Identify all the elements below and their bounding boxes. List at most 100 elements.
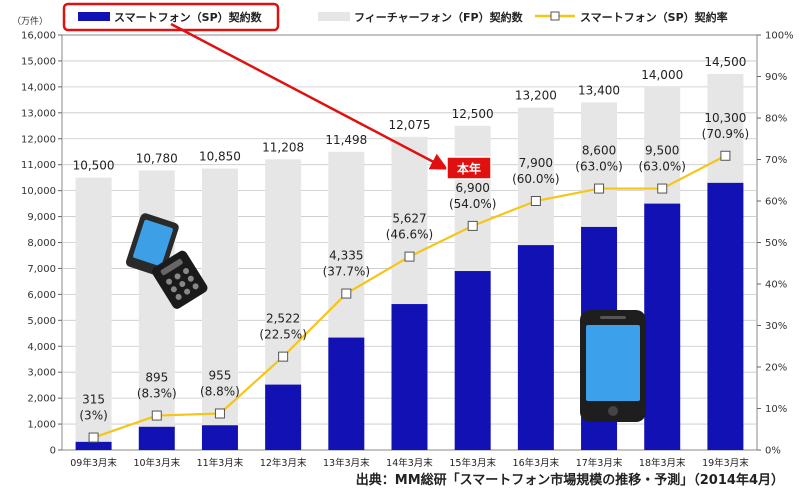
rate-marker [404,251,415,262]
sp-rate-label: (63.0%) [638,160,685,174]
sp-count-label: 2,522 [266,312,300,326]
y-axis-unit: （万件） [12,15,48,27]
bar-sp [644,203,681,450]
rate-marker [530,196,541,206]
bar-sp [707,182,744,450]
annotation-arrow [170,22,449,170]
y2-tick-label: 70% [765,155,787,166]
y2-tick-label: 80% [765,114,787,125]
x-tick-label: 09年3月末 [70,457,117,469]
sp-count-label: 4,335 [329,249,363,263]
y-tick-label: 10,000 [21,186,56,197]
data-labels: 10,500 10,780 10,850 11,208 11,498 12,075 12,5… [73,55,750,423]
axes: 0 1,000 2,000 3,000 4,000 5,000 6,000 7,000 8,00… [21,31,794,470]
total-label: 13,400 [578,83,620,97]
legend-label-sp-count: スマートフォン（SP）契約数 [114,10,263,24]
sp-count-label: 5,627 [392,212,426,226]
source-note: 出典：MM総研「スマートフォン市場規模の推移・予測」（2014年4月） [356,472,784,488]
y2-tick-label: 60% [765,197,787,208]
y-tick-label: 4,000 [27,342,56,353]
smartphone-icon [580,310,646,422]
y2-tick-label: 50% [765,238,787,249]
y-tick-label: 0 [50,446,56,457]
total-label: 10,850 [199,150,241,164]
bar-fp [201,168,238,426]
legend-highlight-box [62,2,280,32]
x-tick-label: 11年3月末 [197,457,244,469]
total-label: 14,000 [641,68,683,82]
bar-fp [391,136,428,305]
y-tick-label: 5,000 [27,316,56,327]
sp-rate-label: (60.0%) [512,172,559,186]
y-tick-label: 12,000 [21,134,56,145]
sp-rate-label: (22.5%) [259,328,306,342]
bar-sp [75,441,112,450]
total-label: 10,780 [136,151,178,165]
legend-swatch-fp-count [318,12,350,21]
sp-rate-label: (70.9%) [702,127,749,141]
rate-line [88,150,731,443]
y2-tick-label: 40% [765,280,787,291]
y2-tick-label: 0% [765,446,781,457]
sp-count-label: 895 [145,371,168,385]
sp-rate-label: (8.3%) [137,387,177,401]
bar-fp [75,177,112,442]
rate-marker [88,432,99,443]
rate-marker [657,183,668,194]
total-label: 13,200 [515,89,557,103]
y-tick-label: 2,000 [27,394,56,405]
x-tick-label: 13年3月末 [323,457,370,469]
legend-marker-sp-rate [550,11,560,21]
y-tick-label: 15,000 [21,56,56,67]
y-tick-label: 3,000 [27,368,56,379]
rate-marker [467,220,478,231]
bar-fp [454,125,491,272]
annotation-label: 本年 [457,161,481,176]
y-tick-label: 6,000 [27,290,56,301]
y-tick-label: 9,000 [27,212,56,223]
x-tick-label: 18年3月末 [639,457,686,469]
bar-fp [265,159,302,385]
sp-rate-label: (3%) [79,409,107,423]
x-tick-label: 17年3月末 [576,457,623,469]
y2-tick-label: 10% [765,404,787,415]
x-tick-label: 10年3月末 [133,457,180,469]
bar-sp [517,245,554,450]
bar-fp [581,102,618,227]
sp-rate-label: (8.8%) [200,384,240,398]
rate-marker [720,150,731,161]
sp-rate-label: (37.7%) [323,265,370,279]
legend: スマートフォン（SP）契約数 フィーチャーフォン（FP）契約数 スマートフォン（… [62,2,728,32]
sp-rate-label: (63.0%) [575,160,622,174]
rate-marker [214,408,225,419]
bar-sp [454,271,491,450]
total-label: 11,208 [262,140,304,154]
bar-fp [707,73,744,183]
annotation-badge [446,156,492,180]
bar-fp [328,151,365,338]
sp-count-label: 8,600 [582,144,616,158]
bar-sp [265,384,302,450]
total-label: 10,500 [73,159,115,173]
sp-count-label: 9,500 [645,144,679,158]
bar-sp [328,337,365,450]
y-tick-label: 11,000 [21,160,56,171]
y-tick-label: 8,000 [27,238,56,249]
x-tick-label: 16年3月末 [513,457,560,469]
legend-swatch-sp-count [78,12,110,21]
y-tick-label: 1,000 [27,420,56,431]
rate-marker [151,410,162,421]
rate-marker [341,288,352,299]
y-tick-label: 13,000 [21,108,56,119]
total-label: 11,498 [325,133,367,147]
legend-label-fp-count: フィーチャーフォン（FP）契約数 [354,10,524,24]
y2-tick-label: 20% [765,363,787,374]
total-label: 14,500 [704,55,746,69]
sp-count-label: 6,900 [456,181,490,195]
sp-count-label: 10,300 [704,111,746,125]
y2-tick-label: 100% [765,31,794,42]
y2-tick-label: 30% [765,321,787,332]
sp-count-label: 955 [209,368,232,382]
bar-sp [391,304,428,450]
